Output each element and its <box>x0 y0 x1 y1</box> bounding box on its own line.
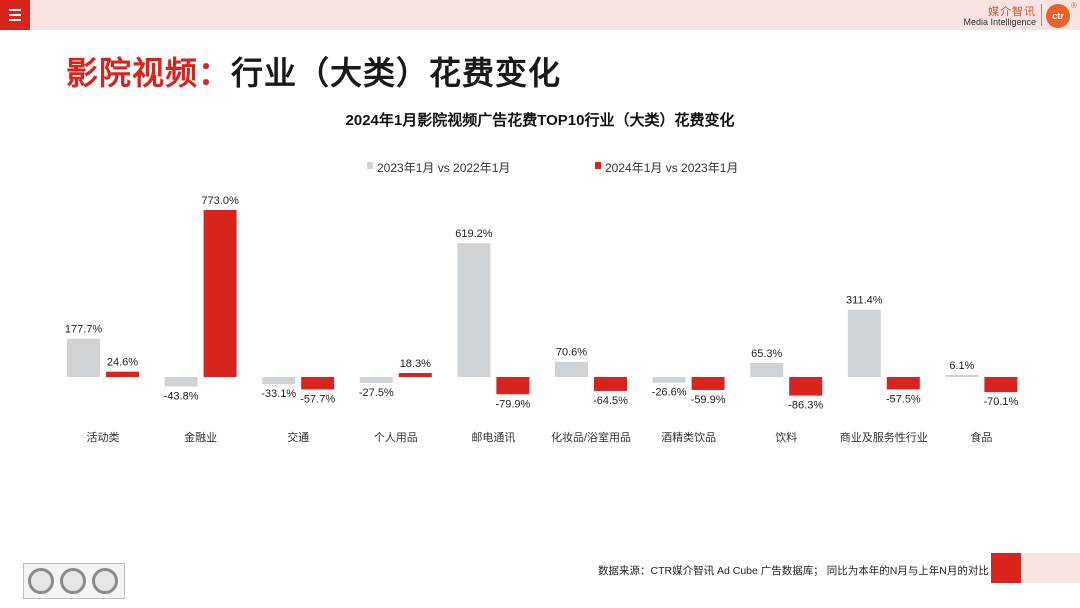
data-label: 773.0% <box>201 195 239 207</box>
menu-icon[interactable] <box>0 0 30 30</box>
bar <box>457 243 491 377</box>
bar <box>847 309 881 377</box>
logo-divider <box>1041 4 1042 26</box>
category-label: 个人用品 <box>374 431 418 444</box>
bar <box>398 373 432 377</box>
top-band <box>0 0 1080 30</box>
page-title-rest: 行业（大类）花费变化 <box>231 55 562 91</box>
bar <box>496 377 530 395</box>
bar <box>359 377 393 383</box>
category-label: 活动类 <box>87 430 120 444</box>
legend-swatch <box>367 162 373 169</box>
data-label: 619.2% <box>455 228 493 240</box>
category-label: 商业及服务性行业 <box>840 430 928 444</box>
bar <box>945 375 979 377</box>
data-label: -79.9% <box>495 398 530 410</box>
certification-seals <box>23 563 125 599</box>
legend-swatch <box>595 162 601 169</box>
data-label: -43.8% <box>164 390 199 402</box>
page-title: 影院视频：行业（大类）花费变化 <box>66 48 561 94</box>
category-label: 饮料 <box>775 430 797 444</box>
category-label: 化妆品/浴室用品 <box>551 430 631 444</box>
bar <box>789 377 823 396</box>
sgs-seal-icon <box>60 568 86 594</box>
bar <box>594 377 627 391</box>
data-label: -70.1% <box>983 396 1018 408</box>
category-label: 交通 <box>287 430 309 444</box>
chart-title: 2024年1月影院视频广告花费TOP10行业（大类）花费变化 <box>346 111 735 129</box>
data-label: -27.5% <box>359 387 394 399</box>
data-label: -86.3% <box>788 400 823 412</box>
data-label: 70.6% <box>556 347 587 359</box>
chart-bars: 177.7% 24.6% -43.8% 773.0% -33.1% -57.7% -27.5… <box>65 195 1019 412</box>
bar <box>301 377 335 390</box>
bar <box>691 377 725 390</box>
data-label: 24.6% <box>107 357 138 369</box>
data-label: -57.7% <box>300 393 335 405</box>
bar <box>555 361 588 377</box>
data-label: -33.1% <box>261 388 296 400</box>
chart-x-labels: 活动类 金融业 交通 个人用品 邮电通讯 化妆品/浴室用品 酒精类饮品 饮料 商业及服务性行业 食… <box>87 430 993 444</box>
bar <box>164 377 198 387</box>
legend-label: 2023年1月 vs 2022年1月 <box>377 161 510 175</box>
bar <box>984 377 1018 393</box>
bar <box>67 338 100 377</box>
logo-cn-text: 媒介智讯 <box>988 6 1036 18</box>
bar <box>750 362 784 377</box>
data-label: 177.7% <box>65 324 103 336</box>
sgs-seal-icon <box>28 568 54 594</box>
legend-label: 2024年1月 vs 2023年1月 <box>605 161 738 175</box>
data-label: -57.5% <box>886 393 921 405</box>
bar <box>106 371 139 377</box>
data-source-note: 数据来源：CTR媒介智讯 Ad Cube 广告数据库； 同比为本年的N月与上年N… <box>598 565 989 577</box>
data-label: -26.6% <box>652 387 687 399</box>
bar <box>203 210 237 377</box>
page-title-accent: 影院视频： <box>66 55 232 91</box>
sgs-seal-icon <box>92 568 118 594</box>
bar <box>886 377 920 390</box>
data-label: 65.3% <box>751 348 782 360</box>
category-label: 金融业 <box>184 430 217 444</box>
category-label: 酒精类饮品 <box>661 430 716 444</box>
logo-en-text: Media Intelligence <box>963 17 1036 27</box>
data-label: 6.1% <box>949 360 974 372</box>
category-label: 食品 <box>970 430 992 444</box>
registered-mark-icon: ® <box>1071 1 1077 10</box>
data-label: 311.4% <box>846 295 883 307</box>
bar <box>652 377 686 383</box>
category-label: 邮电通讯 <box>471 431 515 444</box>
chart-legend: 2023年1月 vs 2022年1月 2024年1月 vs 2023年1月 <box>367 161 738 175</box>
ctr-logo-icon: ctr <box>1046 4 1070 28</box>
bar-chart: 2024年1月影院视频广告花费TOP10行业（大类）花费变化 2023年1月 v… <box>65 111 1019 444</box>
data-label: 18.3% <box>400 358 431 370</box>
bar <box>262 377 296 385</box>
data-label: -59.9% <box>691 394 726 406</box>
footer-band <box>1021 553 1080 583</box>
data-label: -64.5% <box>593 395 628 407</box>
footer-accent-block <box>991 553 1021 583</box>
